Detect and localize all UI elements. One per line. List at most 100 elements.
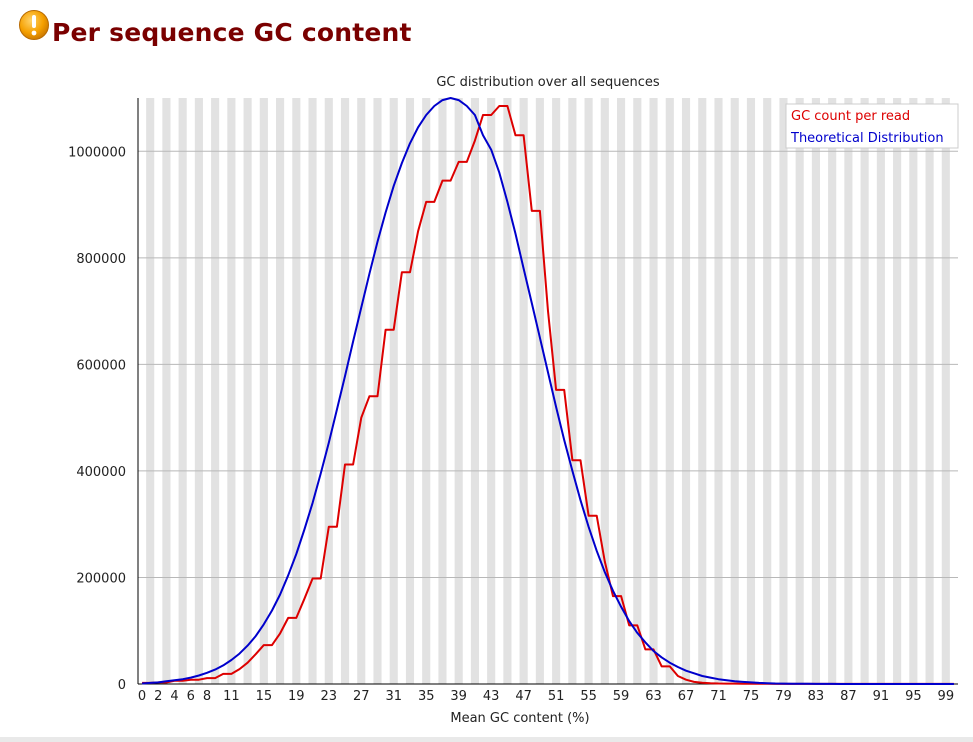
stripe — [178, 98, 187, 684]
gridlines — [138, 150, 958, 578]
x-tick-labels: 0 2 4 6 8 11 15 19 23 27 31 35 39 43 47 51 55 59 63 67 71 75 7… — [138, 689, 954, 704]
x-tick-label: 2 — [154, 689, 162, 704]
stripe — [649, 98, 658, 684]
stripe — [730, 98, 739, 684]
y-tick-label: 200000 — [76, 571, 126, 586]
series-lines — [142, 97, 954, 685]
stripe — [503, 98, 512, 684]
x-tick-label: 55 — [580, 689, 597, 704]
stripe — [617, 98, 626, 684]
y-tick-labels: 0 200000 400000 600000 800000 1000000 — [68, 145, 126, 693]
stripe — [259, 98, 268, 684]
x-tick-label: 67 — [678, 689, 695, 704]
stripe — [681, 98, 691, 684]
stripe — [568, 98, 577, 684]
stripe — [844, 98, 853, 684]
x-tick-label: 19 — [288, 689, 305, 704]
stripe — [811, 98, 820, 684]
background-stripes — [146, 98, 950, 684]
x-axis-label: Mean GC content (%) — [450, 711, 589, 726]
x-tick-label: 31 — [385, 689, 402, 704]
stripe — [308, 98, 317, 684]
x-tick-label: 15 — [256, 689, 273, 704]
stripe — [292, 98, 301, 684]
legend-entry: Theoretical Distribution — [790, 131, 944, 146]
stripe — [146, 98, 155, 684]
x-tick-label: 71 — [710, 689, 727, 704]
stripe — [746, 98, 756, 684]
stripe — [227, 98, 236, 684]
x-tick-label: 79 — [775, 689, 792, 704]
stripe — [324, 98, 333, 684]
stripe — [779, 98, 788, 684]
legend-entry: GC count per read — [791, 109, 910, 124]
x-tick-label: 39 — [450, 689, 467, 704]
stripe — [487, 98, 496, 684]
x-tick-label: 63 — [645, 689, 662, 704]
x-tick-label: 47 — [515, 689, 532, 704]
page-title: Per sequence GC content — [52, 17, 412, 47]
stripe — [893, 98, 902, 684]
stripe — [211, 98, 220, 684]
legend-box — [785, 103, 959, 149]
stripe — [633, 98, 642, 684]
stripe — [405, 98, 415, 684]
x-tick-label: 6 — [187, 689, 195, 704]
stripe — [357, 98, 366, 684]
x-tick-label: 35 — [418, 689, 435, 704]
y-tick-label: 0 — [118, 678, 126, 693]
stripe — [519, 98, 528, 684]
legend: GC count per read Theoretical Distributio… — [785, 103, 959, 149]
stripe — [698, 98, 707, 684]
stripe — [860, 98, 869, 684]
x-tick-label: 51 — [548, 689, 565, 704]
stripe — [340, 98, 350, 684]
stripe — [454, 98, 463, 684]
stripe — [665, 98, 674, 684]
y-tick-label: 800000 — [76, 252, 126, 267]
y-tick-label: 400000 — [76, 465, 126, 480]
x-tick-label: 4 — [170, 689, 178, 704]
stripe — [714, 98, 723, 684]
stripe — [438, 98, 447, 684]
y-tick-label: 600000 — [76, 358, 126, 373]
series-line-2 — [142, 97, 954, 685]
stripe — [389, 98, 398, 684]
x-tick-label: 43 — [483, 689, 500, 704]
stripe — [828, 98, 837, 684]
x-tick-label: 59 — [613, 689, 630, 704]
warning-icon — [19, 10, 49, 40]
report-header: Per sequence GC content — [18, 10, 412, 50]
x-tick-label: 0 — [138, 689, 146, 704]
bottom-bar — [0, 737, 973, 742]
stripe — [941, 98, 950, 684]
x-tick-label: 95 — [905, 689, 922, 704]
stripe — [795, 98, 804, 684]
stripe — [552, 98, 561, 684]
stripe — [763, 98, 772, 684]
stripe — [600, 98, 609, 684]
y-tick-label: 1000000 — [68, 145, 126, 160]
stripe — [925, 98, 934, 684]
stripe — [243, 98, 252, 684]
stripe — [470, 98, 479, 684]
chart-title: GC distribution over all sequences — [436, 75, 660, 90]
x-tick-label: 8 — [203, 689, 211, 704]
x-tick-label: 99 — [938, 689, 955, 704]
x-tick-label: 83 — [808, 689, 825, 704]
stripe — [194, 98, 203, 684]
x-tick-label: 87 — [840, 689, 857, 704]
stripe — [876, 98, 885, 684]
x-tick-label: 23 — [321, 689, 338, 704]
stripe — [535, 98, 544, 684]
stripe — [276, 98, 285, 684]
stripe — [422, 98, 431, 684]
x-tick-label: 75 — [743, 689, 760, 704]
x-tick-label: 91 — [873, 689, 890, 704]
x-tick-label: 11 — [223, 689, 240, 704]
stripe — [584, 98, 593, 684]
stripe — [909, 98, 918, 684]
stripe — [162, 98, 171, 684]
x-tick-label: 27 — [353, 689, 370, 704]
